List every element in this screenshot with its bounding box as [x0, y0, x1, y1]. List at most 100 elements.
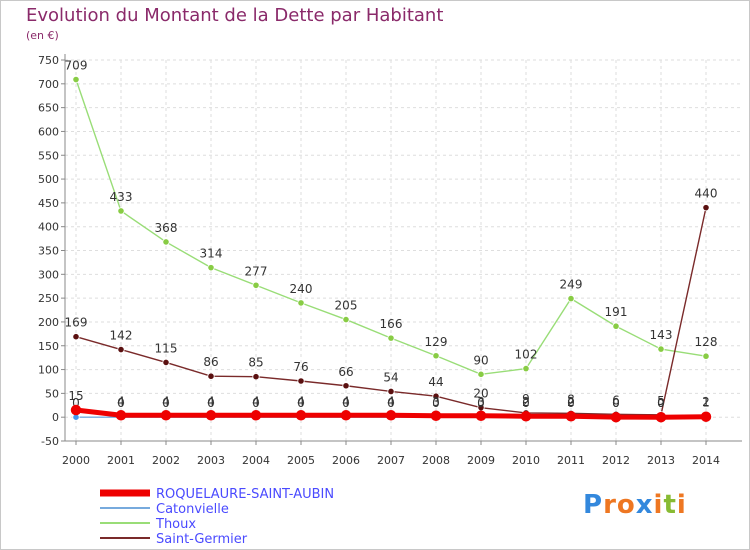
data-point: [117, 345, 125, 354]
data-label: 0: [432, 396, 440, 410]
data-point: [205, 410, 217, 421]
data-label: 2: [567, 395, 575, 409]
data-label: 115: [155, 341, 178, 355]
y-tick-label: 500: [38, 173, 59, 186]
data-point: [430, 410, 442, 422]
y-tick-label: 550: [38, 149, 59, 162]
chart-title: Evolution du Montant de la Dette par Hab…: [26, 5, 444, 26]
data-label: 66: [338, 365, 353, 379]
y-tick-label: 100: [38, 364, 59, 377]
data-point: [342, 382, 350, 390]
x-tick-label: 2006: [332, 454, 360, 467]
data-label: 85: [248, 356, 263, 370]
x-axis: 2000 2001 2002 2003 2004 2005 2006 2007 2008 2009…: [62, 60, 720, 467]
legend-label: Thoux: [155, 517, 196, 532]
data-label: 0: [162, 396, 170, 410]
data-label: 0: [117, 396, 125, 410]
y-tick-label: 700: [38, 78, 59, 91]
data-label: 0: [207, 396, 215, 410]
x-tick-label: 2008: [422, 454, 450, 467]
data-label: 0: [612, 396, 620, 410]
data-label: 8: [567, 392, 575, 406]
data-point: [70, 404, 82, 416]
data-label: 4: [297, 394, 305, 408]
data-label: 4: [162, 394, 170, 408]
data-point: [655, 411, 667, 423]
data-point: [477, 370, 485, 378]
data-point: [72, 75, 80, 84]
logo-letter: i: [653, 490, 664, 520]
data-point: [72, 333, 80, 341]
data-label: 4: [117, 394, 125, 408]
data-point: [387, 334, 395, 342]
y-tick-label: 350: [38, 245, 59, 258]
data-label: 0: [72, 396, 80, 410]
data-point: [475, 410, 487, 422]
y-tick-label: 450: [38, 197, 59, 210]
data-label: 6: [612, 393, 620, 407]
data-label: 0: [657, 396, 665, 410]
data-label: 0: [387, 396, 395, 410]
x-tick-label: 2010: [512, 454, 540, 467]
proxiti-logo: Proxiti: [583, 490, 687, 520]
x-tick-label: 2001: [107, 454, 135, 467]
data-label: 2: [702, 395, 710, 409]
data-label: 4: [387, 394, 395, 408]
y-tick-label: 50: [45, 387, 59, 400]
data-point: [115, 410, 127, 421]
data-point: [252, 281, 260, 289]
data-label: 0: [657, 396, 665, 410]
data-point: [657, 345, 665, 353]
data-label: 128: [695, 335, 718, 349]
data-label: 1: [702, 396, 710, 410]
data-label: 3: [477, 395, 485, 409]
data-point: [432, 392, 440, 400]
data-label: 2: [522, 395, 530, 409]
data-label: 709: [65, 59, 88, 73]
data-label: 240: [290, 282, 313, 296]
data-label: 44: [428, 375, 443, 389]
data-point: [340, 410, 352, 421]
data-point: [252, 373, 260, 381]
data-label: 129: [425, 335, 448, 349]
data-point: [207, 264, 215, 272]
data-label: 76: [293, 360, 308, 374]
data-label: 143: [650, 328, 673, 342]
x-tick-label: 2003: [197, 454, 225, 467]
data-point: [117, 207, 125, 215]
data-label: 15: [68, 389, 83, 403]
data-label: 0: [522, 396, 530, 410]
x-tick-label: 2004: [242, 454, 270, 467]
data-label: 169: [65, 316, 88, 330]
y-tick-label: 300: [38, 268, 59, 281]
data-point: [385, 410, 397, 421]
logo-letter: i: [676, 490, 687, 520]
data-point: [297, 299, 305, 307]
data-label: 102: [515, 348, 538, 362]
data-label: 0: [567, 396, 575, 410]
data-point: [522, 365, 530, 373]
data-label: 205: [335, 299, 358, 313]
data-label: 3: [432, 395, 440, 409]
data-point: [567, 295, 575, 303]
data-label: 0: [297, 396, 305, 410]
data-label: 368: [155, 221, 178, 235]
data-label: 142: [110, 329, 133, 343]
data-point: [702, 352, 710, 360]
data-point: [565, 410, 577, 422]
x-tick-label: 2000: [62, 454, 90, 467]
data-label: 249: [560, 278, 583, 292]
y-tick-label: 250: [38, 292, 59, 305]
legend-label: Saint-Germier: [156, 532, 248, 547]
data-point: [250, 410, 262, 421]
x-tick-label: 2005: [287, 454, 315, 467]
data-label: 5: [657, 394, 665, 408]
legend-label: ROQUELAURE-SAINT-AUBIN: [156, 487, 334, 502]
data-label: 433: [110, 190, 133, 204]
data-label: 314: [200, 247, 223, 261]
y-tick-label: -50: [41, 435, 59, 448]
data-point: [207, 372, 215, 380]
data-label: 90: [473, 353, 488, 367]
y-tick-label: 600: [38, 125, 59, 138]
